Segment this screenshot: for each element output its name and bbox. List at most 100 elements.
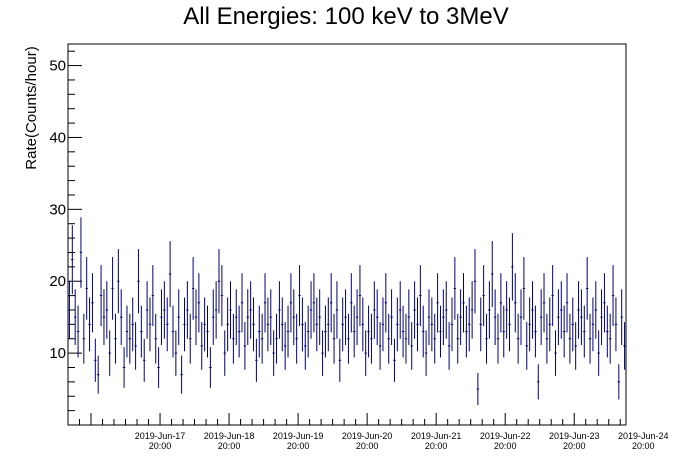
data-point bbox=[177, 289, 180, 346]
data-point bbox=[384, 273, 388, 333]
data-point bbox=[73, 289, 77, 346]
data-point bbox=[197, 273, 201, 333]
data-point bbox=[562, 305, 566, 358]
data-point bbox=[433, 313, 436, 364]
data-point bbox=[246, 289, 249, 346]
data-point bbox=[212, 289, 215, 346]
data-point bbox=[220, 265, 224, 327]
data-point bbox=[594, 281, 597, 339]
data-point bbox=[318, 289, 321, 346]
data-point bbox=[585, 257, 589, 320]
data-point bbox=[309, 281, 313, 339]
data-point bbox=[82, 313, 86, 364]
x-tick-label-time: 20:00 bbox=[425, 441, 448, 451]
x-tick-label: 2019-Jun-18 bbox=[204, 431, 255, 441]
data-point bbox=[358, 265, 362, 327]
data-point bbox=[338, 338, 342, 382]
data-point bbox=[350, 273, 353, 333]
data-point bbox=[301, 297, 304, 352]
data-point bbox=[341, 297, 344, 352]
data-point bbox=[79, 217, 83, 288]
data-point bbox=[283, 322, 287, 370]
data-point bbox=[560, 281, 563, 339]
data-point bbox=[143, 338, 146, 382]
data-point bbox=[413, 281, 416, 339]
data-point bbox=[378, 322, 382, 370]
x-tick-label-time: 20:00 bbox=[287, 441, 310, 451]
data-point bbox=[226, 297, 229, 352]
data-point bbox=[352, 305, 356, 358]
data-point bbox=[519, 289, 523, 346]
data-point bbox=[617, 364, 621, 400]
data-point bbox=[370, 313, 373, 364]
data-point bbox=[516, 313, 520, 364]
data-point bbox=[534, 305, 537, 358]
data-point bbox=[200, 322, 203, 370]
x-tick-label-time: 20:00 bbox=[563, 441, 586, 451]
y-tick-label: 50 bbox=[49, 58, 66, 75]
data-point bbox=[281, 297, 284, 352]
data-point bbox=[194, 289, 198, 346]
data-point bbox=[468, 297, 471, 352]
data-point bbox=[571, 297, 574, 352]
data-point bbox=[260, 313, 264, 364]
data-point bbox=[456, 313, 459, 364]
data-point bbox=[312, 273, 316, 333]
data-point bbox=[554, 330, 557, 376]
data-point bbox=[399, 281, 402, 339]
data-point bbox=[304, 322, 307, 370]
data-point bbox=[439, 305, 442, 358]
data-point bbox=[217, 249, 221, 314]
data-point bbox=[442, 289, 445, 346]
data-point bbox=[235, 289, 238, 346]
data-point bbox=[295, 313, 298, 364]
data-point bbox=[99, 265, 103, 327]
data-point bbox=[387, 313, 390, 364]
data-point bbox=[71, 225, 74, 295]
data-point bbox=[502, 305, 505, 358]
data-point bbox=[606, 305, 609, 358]
data-point bbox=[134, 322, 137, 370]
data-point bbox=[603, 273, 606, 333]
data-point bbox=[91, 273, 94, 333]
data-point bbox=[237, 305, 241, 358]
data-point bbox=[214, 281, 218, 339]
data-point bbox=[499, 273, 503, 333]
data-point bbox=[292, 289, 295, 346]
data-point bbox=[600, 289, 603, 346]
x-tick-label-time: 20:00 bbox=[632, 441, 655, 451]
data-point bbox=[597, 330, 600, 376]
data-point bbox=[511, 233, 514, 301]
data-point bbox=[614, 297, 618, 352]
y-axis-label: Rate(Counts/hour) bbox=[23, 46, 40, 169]
data-point bbox=[298, 265, 301, 327]
data-point bbox=[491, 241, 494, 307]
x-tick-label: 2019-Jun-19 bbox=[273, 431, 324, 441]
data-point bbox=[186, 281, 189, 339]
data-point bbox=[240, 273, 244, 333]
data-point bbox=[364, 330, 367, 376]
data-point bbox=[120, 289, 123, 346]
plot-frame bbox=[67, 43, 627, 426]
data-point bbox=[252, 297, 255, 352]
data-point bbox=[528, 297, 531, 352]
data-point bbox=[166, 297, 169, 352]
data-point bbox=[482, 265, 485, 327]
data-point bbox=[114, 313, 117, 364]
data-point bbox=[470, 281, 474, 339]
data-point bbox=[545, 313, 549, 364]
data-point bbox=[255, 338, 258, 382]
data-point bbox=[620, 289, 623, 346]
data-point bbox=[105, 281, 109, 339]
data-point bbox=[453, 257, 457, 320]
data-point bbox=[548, 297, 551, 352]
data-point bbox=[436, 273, 439, 333]
data-point bbox=[266, 297, 270, 352]
data-point bbox=[258, 305, 261, 358]
x-tick-label: 2019-Jun-21 bbox=[411, 431, 462, 441]
data-point bbox=[465, 305, 468, 358]
data-point bbox=[324, 305, 327, 358]
data-point bbox=[393, 338, 396, 382]
data-point bbox=[416, 297, 419, 352]
y-axis: 10 20 30 40 50 bbox=[49, 50, 82, 412]
